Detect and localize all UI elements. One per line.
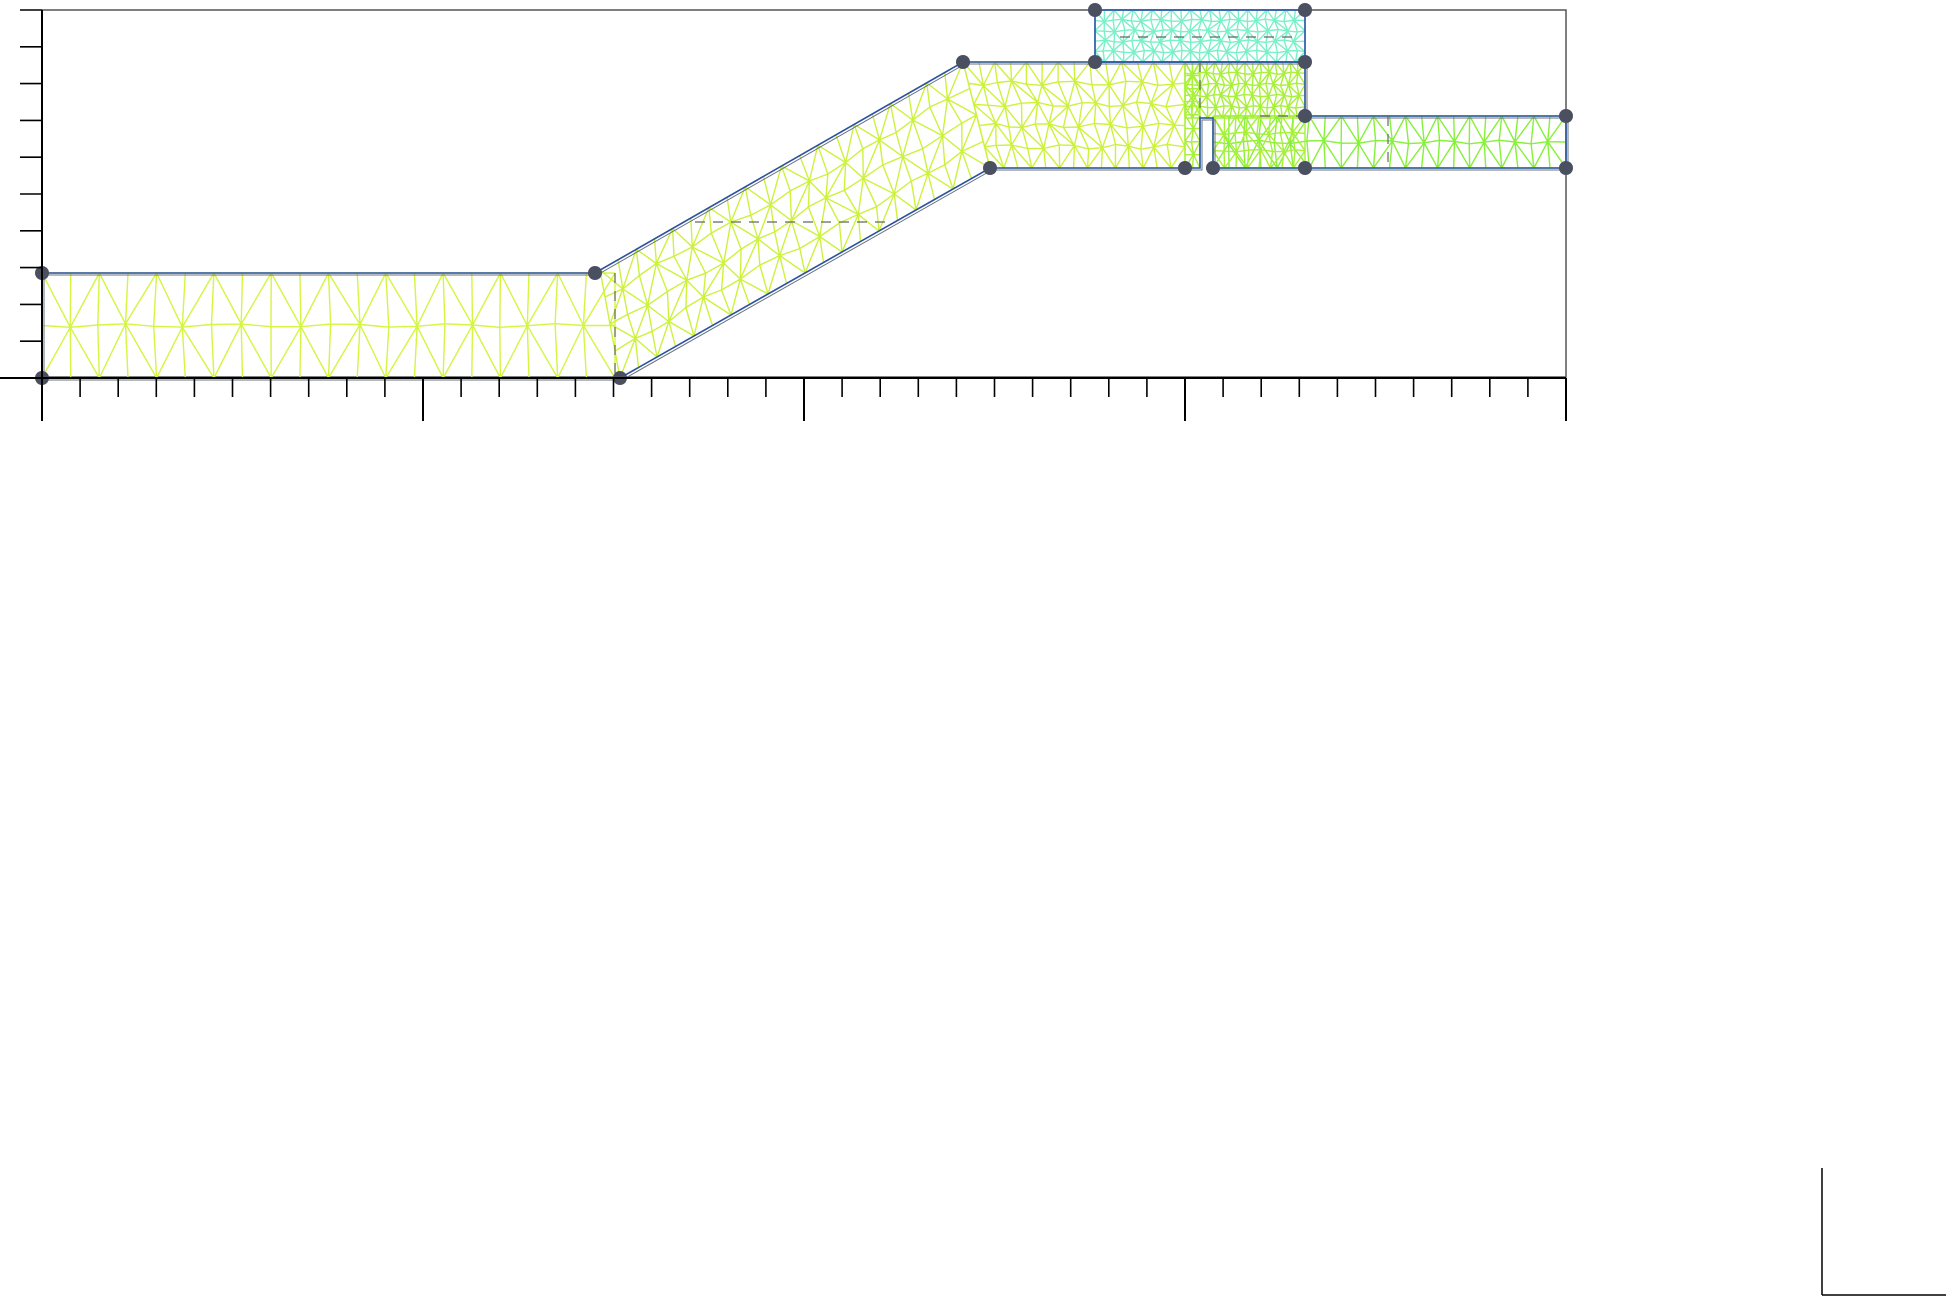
mesh-upper-block bbox=[1094, 9, 1306, 63]
boundary-nodes bbox=[35, 3, 1573, 385]
vertex-dot-icon bbox=[1559, 161, 1573, 175]
vertex-dot-icon bbox=[1298, 109, 1312, 123]
corner-bracket bbox=[1821, 1168, 1946, 1296]
mesh-junction bbox=[1184, 61, 1306, 119]
vertex-dot-icon bbox=[1088, 55, 1102, 69]
vertex-dot-icon bbox=[1206, 161, 1220, 175]
vertex-dot-icon bbox=[1178, 161, 1192, 175]
vertex-dot-icon bbox=[1298, 161, 1312, 175]
mesh-left-segment bbox=[41, 272, 616, 379]
vertex-dot-icon bbox=[1559, 109, 1573, 123]
vertex-dot-icon bbox=[588, 266, 602, 280]
partition-lines bbox=[614, 36, 1389, 378]
vertex-dot-icon bbox=[1298, 3, 1312, 17]
vertex-dot-icon bbox=[1298, 55, 1312, 69]
mesh-junction-left bbox=[1184, 61, 1201, 169]
axes bbox=[0, 9, 1567, 421]
vertex-dot-icon bbox=[983, 161, 997, 175]
vertex-dot-icon bbox=[956, 55, 970, 69]
vertex-dot-icon bbox=[1088, 3, 1102, 17]
mesh-upper-flat bbox=[962, 61, 1186, 169]
mesh-incline bbox=[599, 61, 991, 379]
mesh-elements bbox=[41, 9, 1567, 379]
